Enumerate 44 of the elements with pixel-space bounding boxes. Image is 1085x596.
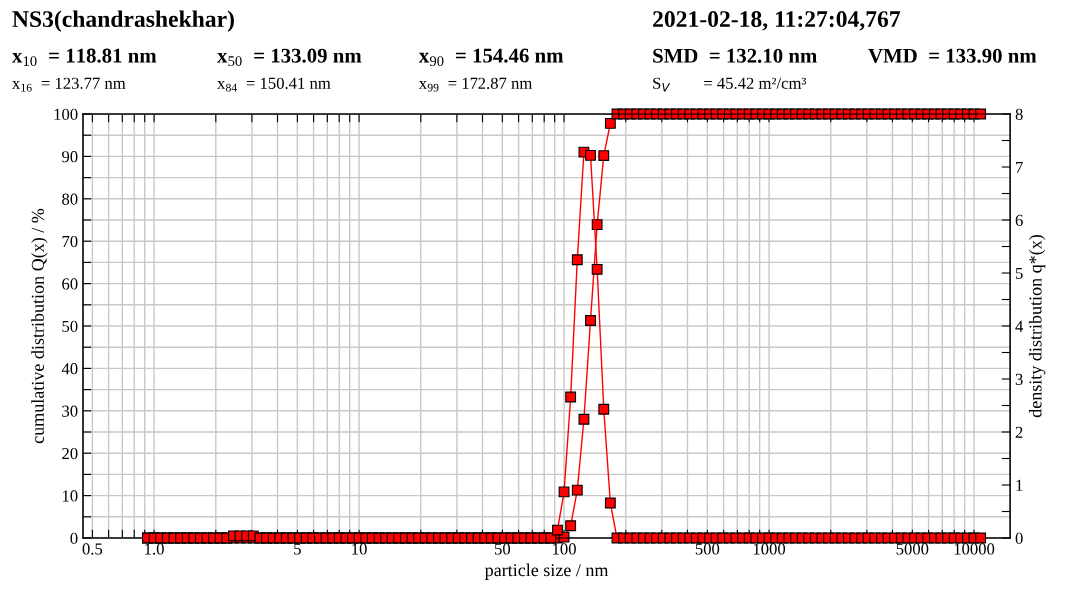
y-tick-label: 90 (62, 151, 78, 163)
text: x$_{50}$ = 133.09 nm (217, 48, 362, 67)
y2-tick-label: 6 (1015, 214, 1023, 226)
y-tick-label: 60 (62, 278, 78, 290)
y-tick-label: 50 (62, 320, 78, 332)
text: VMD = 133.90 nm (868, 48, 1037, 63)
x-axis-title: particle size / nm (484, 563, 609, 580)
x-tick-label: 5000 (896, 543, 929, 555)
text: SMD = 132.10 nm (653, 48, 817, 63)
y-tick-label: 80 (62, 193, 78, 205)
text: x$_{99}$ = 172.87 nm (418, 77, 533, 92)
x-tick-label: 0.5 (82, 543, 103, 555)
text: x$_{90}$ = 154.46 nm (418, 48, 564, 66)
y2-tick-label: 0 (1015, 532, 1023, 544)
y-tick-label: 40 (61, 363, 78, 375)
x-tick-label: 50 (494, 543, 511, 555)
y2-tick-label: 2 (1015, 426, 1023, 438)
x-tick-label: 1.0 (145, 543, 164, 555)
x-tick-label: 500 (695, 543, 720, 555)
y2-tick-label: 5 (1015, 267, 1023, 279)
x-tick-label: 100 (553, 543, 576, 555)
x-tick-label: 10000 (954, 543, 995, 555)
text: x$_{16}$ = 123.77 nm (12, 77, 126, 92)
y-tick-label: 20 (62, 447, 78, 460)
y-tick-label: 70 (62, 235, 78, 248)
y-tick-label: 30 (62, 405, 78, 417)
x-tick-label: 5 (294, 543, 301, 555)
y-tick-label: 0 (70, 532, 78, 544)
chart-subtitle: 2021-02-18, 11:27:04,767 (653, 11, 901, 31)
y-tick-label: 100 (54, 108, 78, 120)
y2-axis-title: density distribution q*(x) (1028, 235, 1046, 418)
y2-tick-label: 1 (1016, 479, 1023, 491)
y2-tick-label: 8 (1015, 108, 1023, 120)
text: x$_{10}$ = 118.81 nm (12, 48, 157, 67)
y2-tick-label: 4 (1015, 320, 1024, 332)
y2-tick-label: 3 (1015, 373, 1023, 385)
text: S$_{V}$ = 45.42 m²/cm³ (653, 77, 807, 92)
y-axis-title: cumulative distribution Q(x) / % (31, 208, 48, 444)
x-tick-label: 1000 (753, 543, 786, 555)
y-tick-label: 10 (62, 490, 78, 502)
text: x$_{84}$ = 150.41 nm (217, 77, 331, 92)
chart-title: NS3(chandrashekhar) (12, 10, 234, 32)
x-tick-label: 10 (352, 543, 367, 555)
y2-tick-label: 7 (1016, 161, 1023, 173)
